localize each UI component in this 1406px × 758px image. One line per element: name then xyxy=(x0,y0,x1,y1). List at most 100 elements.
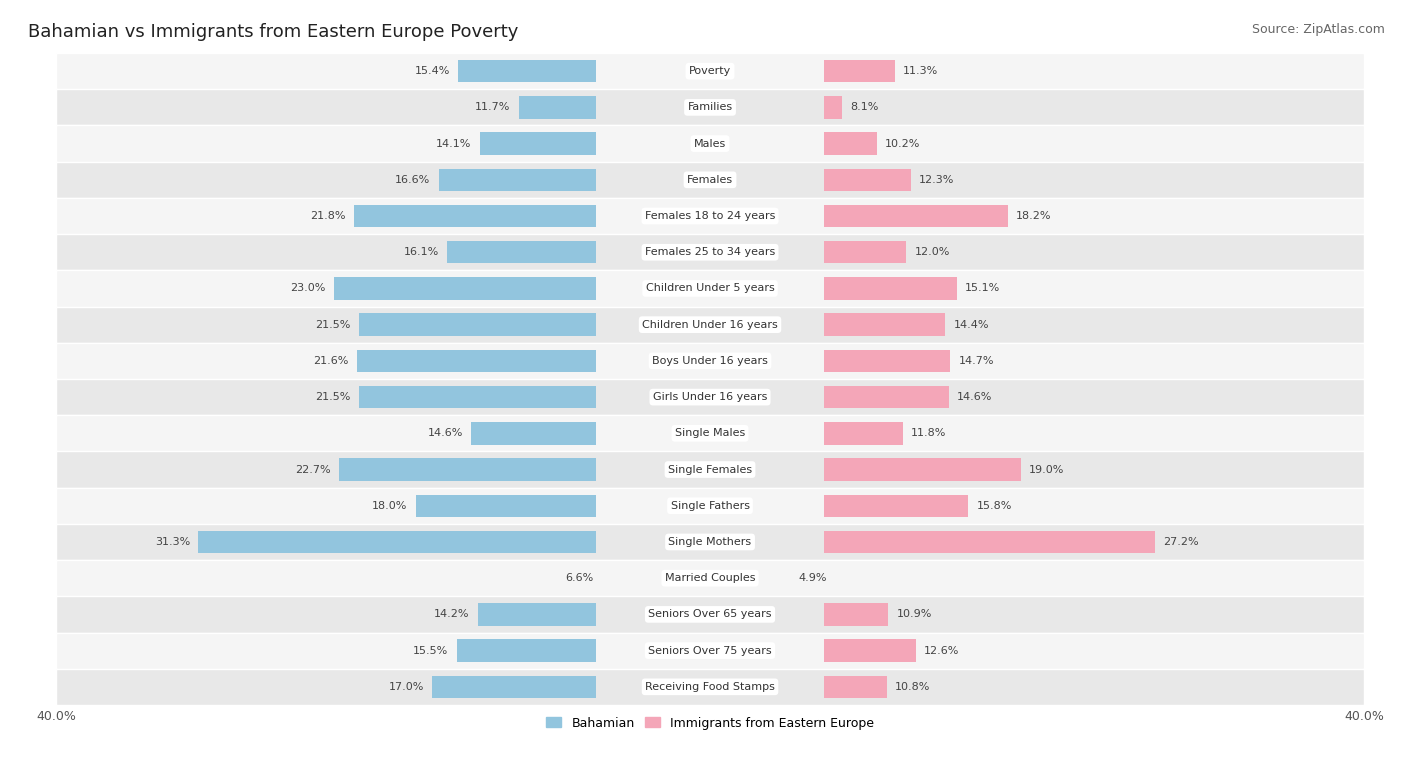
Text: Children Under 16 years: Children Under 16 years xyxy=(643,320,778,330)
Text: Single Males: Single Males xyxy=(675,428,745,438)
Bar xyxy=(56,560,1364,597)
Text: Seniors Over 65 years: Seniors Over 65 years xyxy=(648,609,772,619)
Text: 19.0%: 19.0% xyxy=(1029,465,1064,475)
Text: 31.3%: 31.3% xyxy=(155,537,190,547)
Text: Children Under 5 years: Children Under 5 years xyxy=(645,283,775,293)
Bar xyxy=(824,386,949,409)
Text: Single Mothers: Single Mothers xyxy=(668,537,752,547)
Text: 16.1%: 16.1% xyxy=(404,247,439,257)
Bar xyxy=(824,96,842,118)
Text: 15.8%: 15.8% xyxy=(976,501,1012,511)
Text: 17.0%: 17.0% xyxy=(388,682,425,692)
Bar xyxy=(359,386,596,409)
Bar xyxy=(447,241,596,264)
Text: 23.0%: 23.0% xyxy=(291,283,326,293)
Text: Bahamian vs Immigrants from Eastern Europe Poverty: Bahamian vs Immigrants from Eastern Euro… xyxy=(28,23,519,41)
Bar xyxy=(339,459,596,481)
Bar xyxy=(56,669,1364,705)
Text: 10.9%: 10.9% xyxy=(897,609,932,619)
Text: 18.0%: 18.0% xyxy=(373,501,408,511)
Bar xyxy=(416,494,596,517)
Text: 16.6%: 16.6% xyxy=(395,175,430,185)
Bar xyxy=(56,271,1364,306)
Bar xyxy=(359,314,596,336)
Text: Males: Males xyxy=(695,139,725,149)
Bar xyxy=(56,452,1364,487)
Text: 14.1%: 14.1% xyxy=(436,139,471,149)
Text: 21.8%: 21.8% xyxy=(311,211,346,221)
Text: Single Fathers: Single Fathers xyxy=(671,501,749,511)
Text: 21.5%: 21.5% xyxy=(315,392,350,402)
Text: Seniors Over 75 years: Seniors Over 75 years xyxy=(648,646,772,656)
Bar xyxy=(824,675,887,698)
Bar xyxy=(457,640,596,662)
Text: Source: ZipAtlas.com: Source: ZipAtlas.com xyxy=(1251,23,1385,36)
Bar xyxy=(198,531,596,553)
Bar xyxy=(56,597,1364,632)
Text: 22.7%: 22.7% xyxy=(295,465,330,475)
Text: 10.2%: 10.2% xyxy=(884,139,921,149)
Bar xyxy=(56,415,1364,452)
Text: Females 25 to 34 years: Females 25 to 34 years xyxy=(645,247,775,257)
Text: Single Females: Single Females xyxy=(668,465,752,475)
Bar xyxy=(56,89,1364,126)
Text: Females: Females xyxy=(688,175,733,185)
Bar xyxy=(824,349,950,372)
Text: Boys Under 16 years: Boys Under 16 years xyxy=(652,356,768,366)
Bar xyxy=(56,487,1364,524)
Text: 14.2%: 14.2% xyxy=(434,609,470,619)
Text: 15.5%: 15.5% xyxy=(413,646,449,656)
Bar xyxy=(56,161,1364,198)
Bar xyxy=(824,422,903,444)
Text: 18.2%: 18.2% xyxy=(1015,211,1052,221)
Text: 11.8%: 11.8% xyxy=(911,428,946,438)
Bar xyxy=(335,277,596,299)
Bar xyxy=(824,133,877,155)
Bar xyxy=(824,494,969,517)
Bar xyxy=(824,60,894,83)
Text: 12.3%: 12.3% xyxy=(920,175,955,185)
Bar xyxy=(357,349,596,372)
Text: 6.6%: 6.6% xyxy=(565,573,593,583)
Legend: Bahamian, Immigrants from Eastern Europe: Bahamian, Immigrants from Eastern Europe xyxy=(541,712,879,735)
Bar xyxy=(432,675,596,698)
Bar xyxy=(56,306,1364,343)
Text: 8.1%: 8.1% xyxy=(851,102,879,112)
Bar xyxy=(519,96,596,118)
Bar xyxy=(56,343,1364,379)
Text: 11.3%: 11.3% xyxy=(903,66,938,76)
Text: 14.6%: 14.6% xyxy=(957,392,993,402)
Text: 27.2%: 27.2% xyxy=(1163,537,1198,547)
Bar xyxy=(824,241,907,264)
Text: 11.7%: 11.7% xyxy=(475,102,510,112)
Bar xyxy=(458,60,596,83)
Bar xyxy=(439,168,596,191)
Bar xyxy=(479,133,596,155)
Bar xyxy=(354,205,596,227)
Text: Females 18 to 24 years: Females 18 to 24 years xyxy=(645,211,775,221)
Text: 12.0%: 12.0% xyxy=(914,247,949,257)
Text: 4.9%: 4.9% xyxy=(799,573,827,583)
Bar xyxy=(824,277,957,299)
Bar xyxy=(824,531,1154,553)
Bar xyxy=(824,459,1021,481)
Text: Girls Under 16 years: Girls Under 16 years xyxy=(652,392,768,402)
Bar xyxy=(824,168,911,191)
Text: Married Couples: Married Couples xyxy=(665,573,755,583)
Bar xyxy=(471,422,596,444)
Bar xyxy=(824,640,915,662)
Bar xyxy=(56,234,1364,271)
Text: 15.1%: 15.1% xyxy=(965,283,1000,293)
Bar xyxy=(56,198,1364,234)
Text: Poverty: Poverty xyxy=(689,66,731,76)
Bar xyxy=(824,314,945,336)
Bar xyxy=(56,524,1364,560)
Text: 12.6%: 12.6% xyxy=(924,646,959,656)
Text: 10.8%: 10.8% xyxy=(894,682,931,692)
Bar xyxy=(56,126,1364,161)
Bar xyxy=(56,632,1364,669)
Bar xyxy=(824,603,889,625)
Text: 15.4%: 15.4% xyxy=(415,66,450,76)
Text: 14.7%: 14.7% xyxy=(959,356,994,366)
Text: 21.5%: 21.5% xyxy=(315,320,350,330)
